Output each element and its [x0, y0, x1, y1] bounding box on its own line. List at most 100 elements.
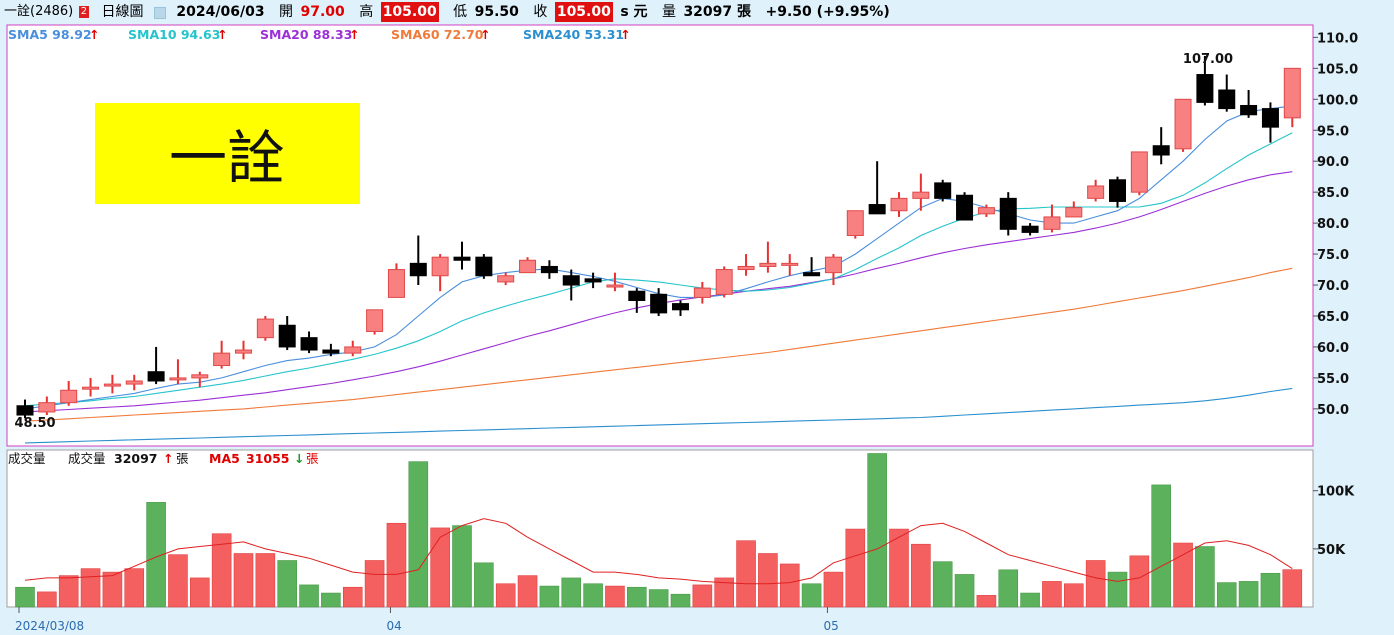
candle-body[interactable]: [803, 272, 821, 277]
candle-body[interactable]: [824, 256, 842, 274]
candle-body[interactable]: [1240, 104, 1258, 116]
volume-bar[interactable]: [364, 560, 385, 608]
volume-bar[interactable]: [190, 577, 210, 608]
volume-bar[interactable]: [1107, 571, 1128, 608]
volume-bar[interactable]: [1195, 546, 1215, 608]
volume-bar[interactable]: [867, 453, 887, 608]
candle-body[interactable]: [213, 352, 231, 367]
candle-body[interactable]: [1087, 185, 1105, 199]
volume-bar[interactable]: [58, 575, 79, 608]
candle-body[interactable]: [431, 256, 449, 277]
volume-bar[interactable]: [1064, 583, 1084, 608]
volume-bar[interactable]: [670, 593, 691, 608]
candle-body[interactable]: [868, 204, 886, 215]
volume-bar[interactable]: [80, 568, 101, 608]
volume-bar[interactable]: [1173, 542, 1193, 608]
volume-bar[interactable]: [605, 585, 625, 608]
volume-bar[interactable]: [736, 540, 756, 608]
candle-body[interactable]: [672, 303, 689, 311]
candle-body[interactable]: [409, 262, 427, 277]
candle-body[interactable]: [38, 402, 56, 413]
candle-body[interactable]: [344, 346, 362, 354]
candle-body[interactable]: [628, 290, 646, 302]
candle-body[interactable]: [60, 389, 78, 404]
volume-bar[interactable]: [102, 571, 123, 608]
candle-body[interactable]: [1218, 89, 1236, 110]
candle-body[interactable]: [999, 197, 1017, 230]
candle-body[interactable]: [169, 377, 187, 381]
price-panel[interactable]: 一詮 110.0 105.0 100.0 95.0 90.0 85.0 80.0 75.0 70.…: [6, 24, 1358, 447]
volume-bar[interactable]: [932, 561, 953, 608]
candle-body[interactable]: [235, 349, 252, 354]
candle-body[interactable]: [1152, 145, 1170, 156]
volume-bar[interactable]: [15, 586, 35, 608]
volume-bar[interactable]: [779, 563, 800, 608]
candle-body[interactable]: [1196, 74, 1214, 103]
candle-body[interactable]: [1021, 225, 1039, 233]
volume-bar[interactable]: [1282, 569, 1303, 608]
volume-bar[interactable]: [146, 502, 166, 608]
candle-body[interactable]: [759, 262, 777, 267]
period-dropdown-icon[interactable]: [153, 7, 166, 19]
candle-body[interactable]: [322, 349, 340, 354]
candle-body[interactable]: [1130, 151, 1148, 193]
volume-bar[interactable]: [758, 553, 778, 608]
volume-bar[interactable]: [889, 528, 909, 608]
volume-bar[interactable]: [998, 569, 1019, 608]
stock-name[interactable]: 一詮(2486): [4, 4, 74, 19]
candle-body[interactable]: [147, 371, 165, 382]
candle-body[interactable]: [584, 278, 602, 283]
candle-body[interactable]: [453, 256, 471, 261]
candle-body[interactable]: [519, 259, 537, 274]
volume-bar[interactable]: [714, 577, 735, 608]
volume-bar[interactable]: [211, 533, 232, 608]
candle-body[interactable]: [1109, 179, 1126, 202]
volume-bar[interactable]: [801, 583, 822, 608]
volume-bar[interactable]: [233, 553, 254, 608]
candle-body[interactable]: [497, 275, 515, 283]
candle-body[interactable]: [737, 265, 755, 271]
candle-body[interactable]: [387, 269, 405, 298]
volume-bar[interactable]: [648, 589, 669, 608]
volume-bar[interactable]: [692, 584, 713, 608]
candle-body[interactable]: [846, 210, 864, 236]
candle-body[interactable]: [1065, 207, 1083, 218]
sma-legend-sma20[interactable]: SMA20 88.33: [260, 27, 352, 42]
volume-bar[interactable]: [342, 586, 363, 608]
volume-bar[interactable]: [1260, 572, 1281, 608]
volume-bar[interactable]: [1238, 581, 1259, 608]
candle-body[interactable]: [103, 383, 121, 387]
volume-bar[interactable]: [168, 554, 188, 608]
volume-bar[interactable]: [539, 585, 560, 608]
sma-legend-sma60[interactable]: SMA60 72.70: [391, 27, 484, 42]
volume-bar[interactable]: [517, 575, 538, 608]
candle-body[interactable]: [1283, 67, 1301, 119]
volume-bar[interactable]: [845, 528, 866, 608]
volume-bar[interactable]: [583, 583, 603, 608]
candle-body[interactable]: [934, 182, 952, 199]
volume-bar[interactable]: [299, 584, 319, 608]
volume-bar[interactable]: [1129, 555, 1150, 608]
candle-body[interactable]: [956, 194, 974, 221]
candle-body[interactable]: [1043, 216, 1061, 230]
volume-bar[interactable]: [626, 586, 647, 608]
candle-body[interactable]: [16, 405, 34, 416]
candle-body[interactable]: [1261, 108, 1279, 128]
candle-body[interactable]: [562, 275, 580, 286]
candle-body[interactable]: [977, 207, 995, 215]
volume-bar[interactable]: [1085, 560, 1106, 608]
volume-bar[interactable]: [911, 543, 931, 608]
volume-bar[interactable]: [37, 591, 57, 608]
candle-body[interactable]: [366, 309, 384, 332]
volume-bar[interactable]: [408, 461, 429, 608]
sma-legend-sma10[interactable]: SMA10 94.63: [128, 27, 220, 42]
candle-body[interactable]: [693, 287, 711, 298]
volume-bar[interactable]: [1216, 582, 1237, 608]
volume-bar[interactable]: [823, 571, 844, 608]
volume-bar[interactable]: [277, 560, 298, 608]
volume-bar[interactable]: [976, 595, 997, 608]
candle-body[interactable]: [781, 262, 799, 266]
candle-body[interactable]: [1174, 98, 1192, 150]
candle-body[interactable]: [715, 269, 733, 295]
